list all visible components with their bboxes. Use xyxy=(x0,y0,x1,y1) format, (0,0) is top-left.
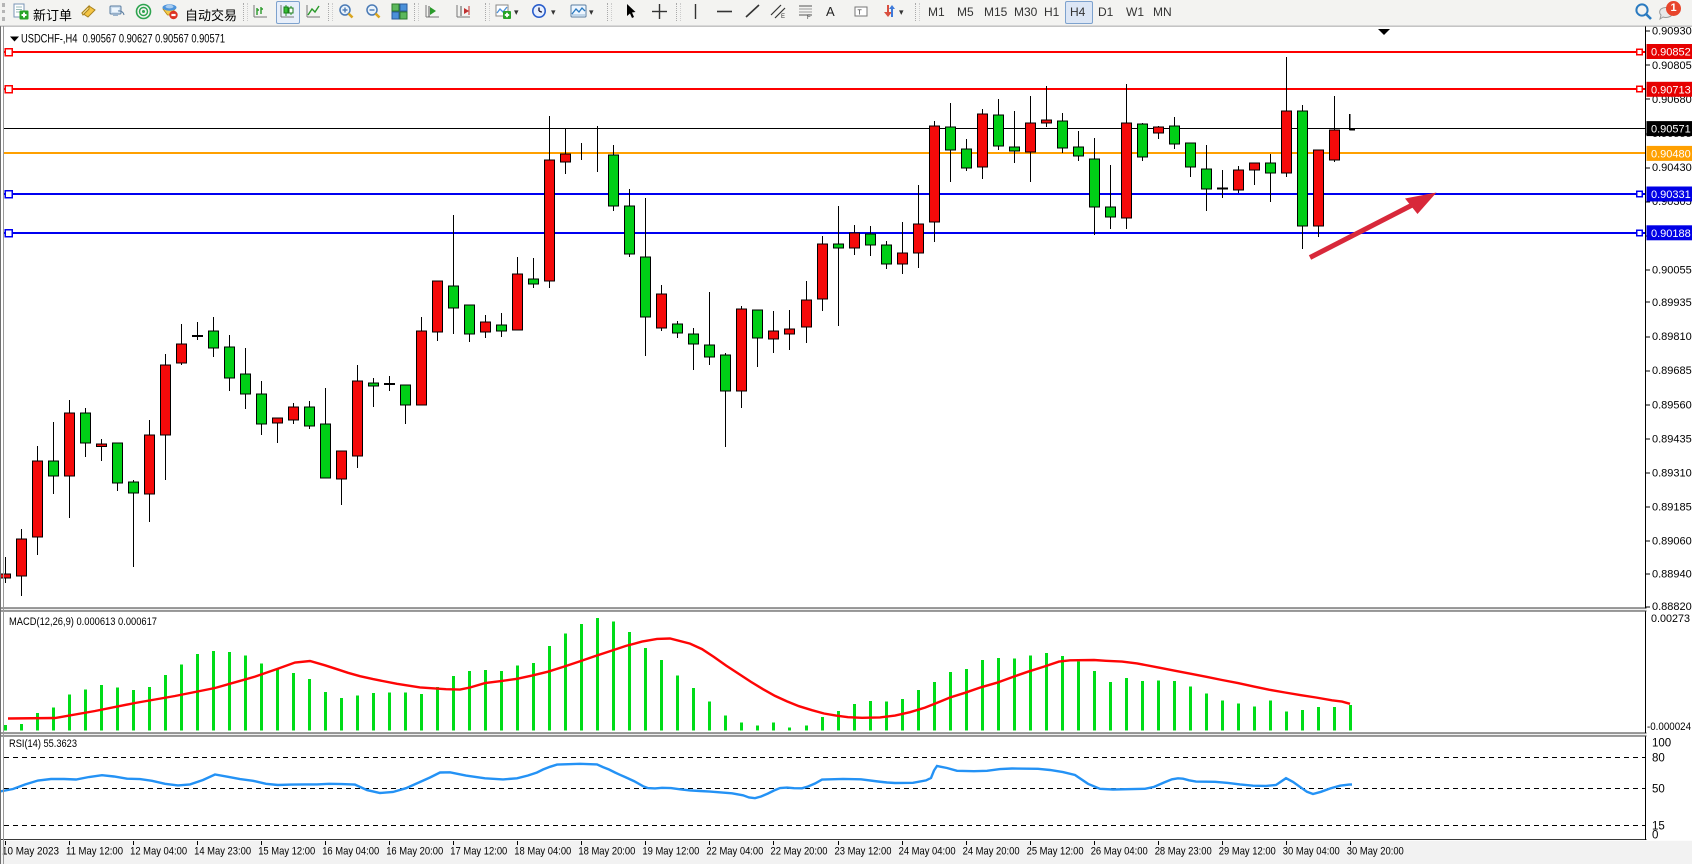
svg-text:0.90571: 0.90571 xyxy=(1651,124,1691,136)
svg-text:0.89935: 0.89935 xyxy=(1652,297,1692,309)
svg-text:0.89060: 0.89060 xyxy=(1652,536,1692,548)
svg-text:17 May 12:00: 17 May 12:00 xyxy=(450,846,507,858)
svg-text:24 May 20:00: 24 May 20:00 xyxy=(963,846,1020,858)
svg-text:29 May 12:00: 29 May 12:00 xyxy=(1219,846,1276,858)
svg-text:0.90055: 0.90055 xyxy=(1652,264,1692,276)
svg-text:0.90930: 0.90930 xyxy=(1652,26,1692,38)
svg-text:23 May 12:00: 23 May 12:00 xyxy=(835,846,892,858)
svg-text:0.90331: 0.90331 xyxy=(1651,189,1691,201)
svg-text:0.89810: 0.89810 xyxy=(1652,331,1692,343)
svg-text:0.00273: 0.00273 xyxy=(1651,613,1690,625)
svg-text:30 May 20:00: 30 May 20:00 xyxy=(1347,846,1404,858)
svg-text:28 May 23:00: 28 May 23:00 xyxy=(1155,846,1212,858)
svg-text:16 May 04:00: 16 May 04:00 xyxy=(322,846,379,858)
svg-text:12 May 04:00: 12 May 04:00 xyxy=(130,846,187,858)
svg-text:25 May 12:00: 25 May 12:00 xyxy=(1027,846,1084,858)
svg-text:RSI(14) 55.3623: RSI(14) 55.3623 xyxy=(9,738,77,750)
svg-text:100: 100 xyxy=(1652,738,1671,750)
svg-text:80: 80 xyxy=(1652,753,1665,765)
svg-text:22 May 04:00: 22 May 04:00 xyxy=(706,846,763,858)
svg-text:0.88940: 0.88940 xyxy=(1652,568,1692,580)
svg-text:18 May 04:00: 18 May 04:00 xyxy=(514,846,571,858)
svg-text:50: 50 xyxy=(1652,784,1665,796)
svg-text:0.89685: 0.89685 xyxy=(1652,365,1692,377)
svg-text:0.89560: 0.89560 xyxy=(1652,399,1692,411)
svg-text:T: T xyxy=(858,10,863,17)
svg-text:F: F xyxy=(807,15,811,20)
svg-text:E: E xyxy=(781,14,785,20)
svg-text:0.89435: 0.89435 xyxy=(1652,433,1692,445)
svg-text:16 May 20:00: 16 May 20:00 xyxy=(386,846,443,858)
svg-text:0.90188: 0.90188 xyxy=(1651,228,1691,240)
svg-text:14 May 23:00: 14 May 23:00 xyxy=(194,846,251,858)
svg-text:30 May 04:00: 30 May 04:00 xyxy=(1283,846,1340,858)
svg-text:0.90713: 0.90713 xyxy=(1651,84,1691,96)
svg-text:0.90680: 0.90680 xyxy=(1652,94,1692,106)
svg-text:0.90480: 0.90480 xyxy=(1651,148,1691,160)
svg-text:18 May 20:00: 18 May 20:00 xyxy=(578,846,635,858)
svg-text:0.90852: 0.90852 xyxy=(1651,47,1691,59)
svg-text:0.90430: 0.90430 xyxy=(1652,162,1692,174)
svg-text:0.90805: 0.90805 xyxy=(1652,60,1692,72)
svg-text:11 May 12:00: 11 May 12:00 xyxy=(66,846,123,858)
svg-text:-0.000024: -0.000024 xyxy=(1647,721,1691,733)
svg-text:22 May 20:00: 22 May 20:00 xyxy=(771,846,828,858)
svg-text:15 May 12:00: 15 May 12:00 xyxy=(258,846,315,858)
svg-text:0: 0 xyxy=(1652,830,1658,842)
svg-text:24 May 04:00: 24 May 04:00 xyxy=(899,846,956,858)
svg-text:USDCHF-,H4 0.90567 0.90627 0.: USDCHF-,H4 0.90567 0.90627 0.90567 0.905… xyxy=(21,32,225,46)
svg-text:0.89310: 0.89310 xyxy=(1652,468,1692,480)
svg-text:19 May 12:00: 19 May 12:00 xyxy=(642,846,699,858)
svg-text:MACD(12,26,9) 0.000613 0.00061: MACD(12,26,9) 0.000613 0.000617 xyxy=(9,616,157,628)
svg-text:0.89185: 0.89185 xyxy=(1652,502,1692,514)
svg-text:0.88820: 0.88820 xyxy=(1652,601,1692,613)
svg-text:10 May 2023: 10 May 2023 xyxy=(2,846,59,858)
svg-text:26 May 04:00: 26 May 04:00 xyxy=(1091,846,1148,858)
svg-text:15: 15 xyxy=(1652,820,1665,832)
